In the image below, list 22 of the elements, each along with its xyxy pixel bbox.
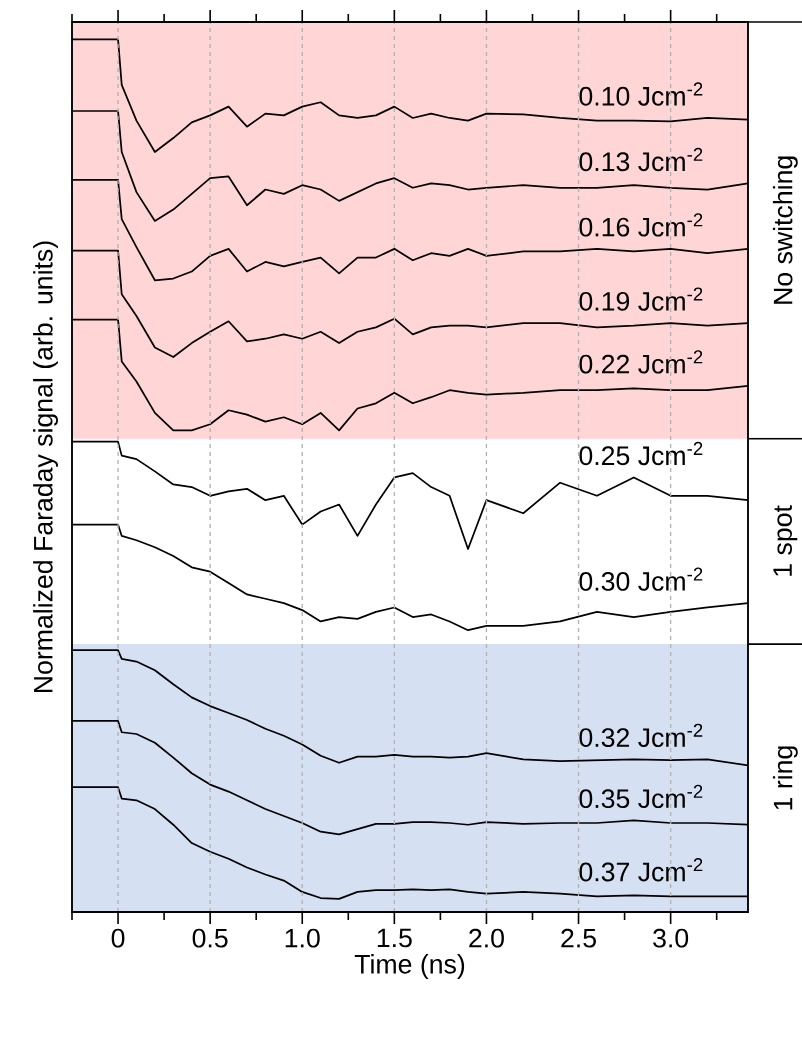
- series-label: 0.10 Jcm$^{-2}$: [579, 82, 703, 106]
- series-label: 0.13 Jcm$^{-2}$: [579, 147, 703, 172]
- x-tick-label: 2.0: [469, 928, 504, 948]
- series-label: 0.37 Jcm$^{-2}$: [579, 858, 703, 882]
- legend-label: 0.25 Jcm$^{-2}$: [579, 441, 703, 466]
- text: 1 spot: [773, 505, 798, 576]
- series-label: 0.30 Jcm$^{-2}$: [579, 567, 703, 591]
- series-label: 0.32 Jcm$^{-2}$: [579, 723, 703, 748]
- x-tick-label: 1.0: [285, 928, 320, 948]
- y-axis-title: Normalized Faraday signal (arb. units): [33, 241, 58, 693]
- band-label: 1 ring: [772, 746, 798, 810]
- band-label: No switching: [772, 156, 798, 304]
- series-label: 0.35 Jcm$^{-2}$: [579, 784, 703, 809]
- x-axis-title: Time (ns): [354, 954, 465, 979]
- x-tick-label: 0.5: [192, 928, 228, 948]
- x-tick-label: 0: [111, 928, 125, 948]
- x-tick-label: 2.5: [561, 928, 596, 948]
- x-tick-label: 1.5: [377, 928, 412, 948]
- x-tick-label: 3.0: [653, 928, 689, 948]
- series-label: 0.16 Jcm$^{-2}$: [579, 213, 703, 237]
- series-label: 0.22 Jcm$^{-2}$: [579, 350, 703, 374]
- series-label: 0.19 Jcm$^{-2}$: [579, 287, 703, 311]
